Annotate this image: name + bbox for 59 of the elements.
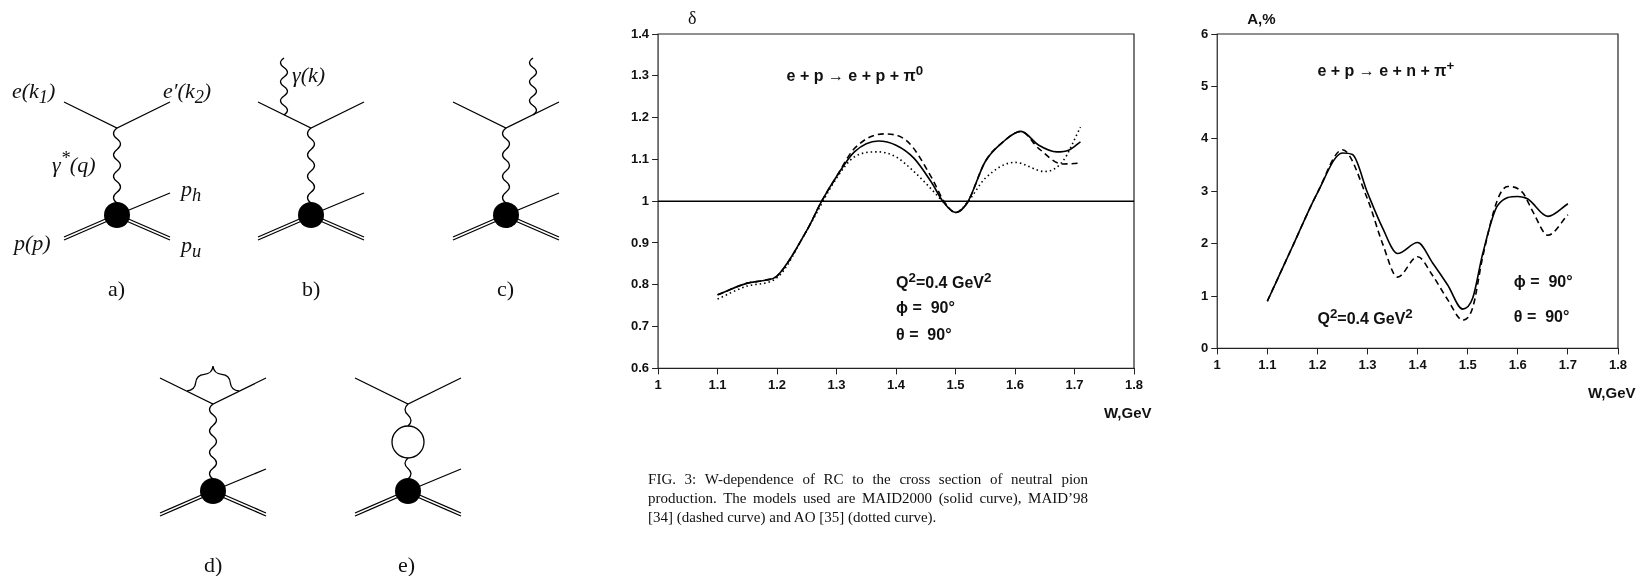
x-tick-label: 1.3 — [827, 376, 846, 392]
y-tick-label: 3 — [1201, 182, 1209, 198]
x-tick-label: 1.5 — [946, 376, 965, 392]
x-tick-label: 1.7 — [1558, 356, 1577, 372]
text: b) — [302, 276, 321, 302]
text: a) — [108, 276, 126, 302]
x-tick-label: 1 — [1213, 356, 1221, 372]
y-axis-title: A,% — [1247, 9, 1276, 27]
y-tick-label: 1 — [1201, 287, 1209, 303]
y-tick-label: 6 — [1201, 25, 1209, 41]
y-tick-label: 1.1 — [630, 150, 650, 166]
x-tick-label: 1.6 — [1508, 356, 1527, 372]
x-tick-label: 1.1 — [1258, 356, 1277, 372]
y-tick-label: 1 — [641, 192, 650, 208]
caption: FIG. 3: W-dependence of RC to the cross section of neutral pion production. The models used are MAID2000 (solid curve), MAID’98 [34] (dashed curve) and AO [35] (dotted curve). — [648, 470, 1089, 527]
text: γ(k) — [292, 62, 326, 88]
annotation: ϕ = 90° — [896, 299, 955, 318]
text: e(k$_{1}$) — [12, 78, 56, 109]
annotation: θ = 90° — [1513, 307, 1570, 326]
x-tick-label: 1.6 — [1005, 376, 1025, 392]
annotation: ϕ = 90° — [1513, 273, 1573, 292]
text: e′(k$_{2}$) — [163, 78, 212, 109]
y-tick-label: 5 — [1201, 77, 1209, 93]
x-tick-label: 1.4 — [887, 376, 906, 392]
x-tick-label: 1.1 — [708, 376, 727, 392]
text: p$_{h}$ — [181, 176, 202, 207]
y-tick-label: 1.3 — [630, 67, 650, 83]
y-tick-label: 1.2 — [630, 109, 650, 125]
y-tick-label: 2 — [1201, 235, 1209, 251]
text: e) — [398, 552, 416, 576]
x-tick-label: 1.5 — [1458, 356, 1477, 372]
text: γ$^{*}$(q) — [52, 148, 96, 179]
y-tick-label: 1.4 — [630, 25, 650, 41]
annotation: θ = 90° — [896, 325, 952, 344]
annotation: e + p → e + p + π$^{0}$ — [786, 62, 924, 86]
y-tick-label: 0.7 — [630, 318, 650, 334]
x-tick-label: 1.4 — [1408, 356, 1428, 372]
text: c) — [497, 276, 515, 302]
y-tick-label: 0.6 — [630, 359, 650, 375]
text: p(p) — [14, 230, 51, 256]
y-tick-label: 0.9 — [630, 234, 650, 250]
x-axis-title: W,GeV — [1104, 403, 1152, 421]
x-tick-label: 1.8 — [1608, 356, 1628, 372]
x-tick-label: 1.8 — [1124, 376, 1144, 392]
annotation: Q$^{2}$=0.4 GeV$^{2}$ — [1317, 305, 1413, 329]
x-tick-label: 1.2 — [768, 376, 787, 392]
x-tick-label: 1.3 — [1358, 356, 1377, 372]
y-tick-label: 0.8 — [630, 276, 650, 292]
annotation: Q$^{2}$=0.4 GeV$^{2}$ — [896, 270, 992, 293]
text: d) — [204, 552, 223, 576]
y-tick-label: 0 — [1201, 339, 1209, 355]
text: p$_{u}$ — [181, 232, 202, 263]
y-tick-label: 4 — [1201, 130, 1209, 146]
x-tick-label: 1.2 — [1308, 356, 1327, 372]
annotation: e + p → e + n + π$^{+}$ — [1317, 57, 1455, 80]
x-tick-label: 1 — [654, 376, 662, 392]
x-axis-title: W,GeV — [1588, 383, 1636, 401]
x-tick-label: 1.7 — [1065, 376, 1084, 392]
y-axis-title: δ — [688, 7, 697, 29]
